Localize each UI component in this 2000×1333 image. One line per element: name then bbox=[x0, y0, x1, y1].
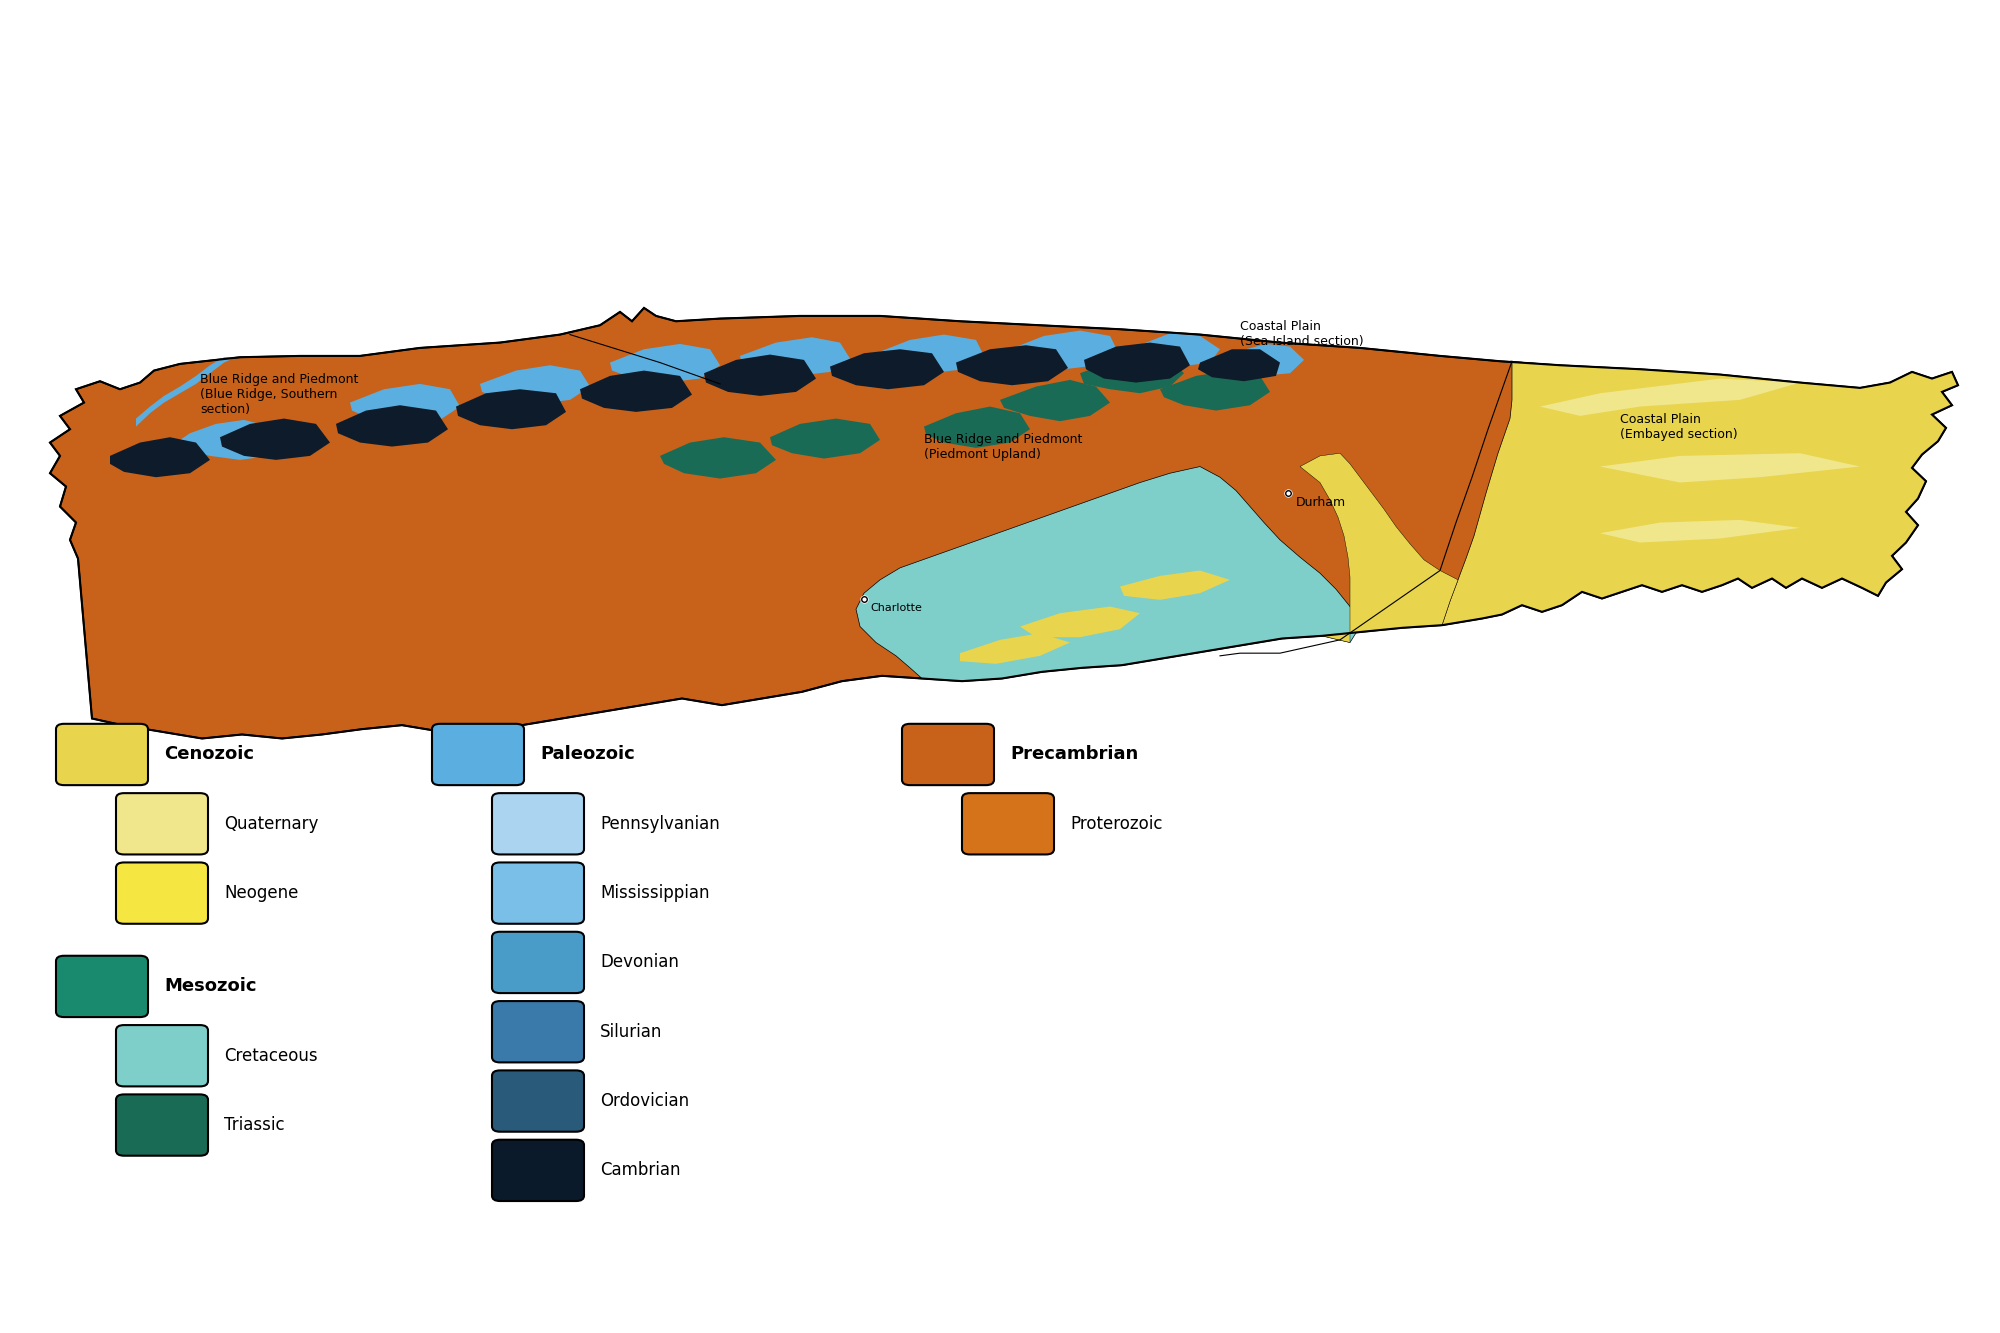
FancyBboxPatch shape bbox=[116, 862, 208, 924]
Text: Silurian: Silurian bbox=[600, 1022, 662, 1041]
Polygon shape bbox=[704, 355, 816, 396]
Polygon shape bbox=[1000, 380, 1110, 421]
Polygon shape bbox=[830, 349, 944, 389]
Polygon shape bbox=[480, 365, 590, 404]
Polygon shape bbox=[770, 419, 880, 459]
Polygon shape bbox=[1600, 453, 1860, 483]
Polygon shape bbox=[1228, 344, 1304, 376]
Polygon shape bbox=[1120, 571, 1230, 600]
Text: Cenozoic: Cenozoic bbox=[164, 745, 254, 764]
Text: Cambrian: Cambrian bbox=[600, 1161, 680, 1180]
Polygon shape bbox=[610, 344, 720, 383]
Text: Precambrian: Precambrian bbox=[1010, 745, 1138, 764]
Text: Charlotte: Charlotte bbox=[870, 603, 922, 613]
Text: Blue Ridge and Piedmont
(Blue Ridge, Southern
section): Blue Ridge and Piedmont (Blue Ridge, Sou… bbox=[200, 373, 358, 416]
Text: Paleozoic: Paleozoic bbox=[540, 745, 634, 764]
Text: Triassic: Triassic bbox=[224, 1116, 284, 1134]
FancyBboxPatch shape bbox=[492, 793, 584, 854]
Polygon shape bbox=[1600, 520, 1800, 543]
Polygon shape bbox=[1198, 349, 1280, 381]
FancyBboxPatch shape bbox=[432, 724, 524, 785]
Text: Coastal Plain
(Sea Island section): Coastal Plain (Sea Island section) bbox=[1240, 320, 1364, 348]
FancyBboxPatch shape bbox=[116, 1025, 208, 1086]
Polygon shape bbox=[660, 437, 776, 479]
Polygon shape bbox=[876, 335, 984, 373]
Polygon shape bbox=[350, 384, 460, 424]
FancyBboxPatch shape bbox=[902, 724, 994, 785]
Polygon shape bbox=[1010, 331, 1118, 369]
Polygon shape bbox=[456, 389, 566, 429]
Polygon shape bbox=[740, 337, 850, 376]
Polygon shape bbox=[136, 357, 236, 427]
Text: Devonian: Devonian bbox=[600, 953, 678, 972]
FancyBboxPatch shape bbox=[56, 724, 148, 785]
Polygon shape bbox=[956, 345, 1068, 385]
FancyBboxPatch shape bbox=[116, 1094, 208, 1156]
Polygon shape bbox=[1300, 453, 1458, 643]
Text: Quaternary: Quaternary bbox=[224, 814, 318, 833]
Polygon shape bbox=[336, 405, 448, 447]
Text: Coastal Plain
(Embayed section): Coastal Plain (Embayed section) bbox=[1620, 413, 1738, 441]
Polygon shape bbox=[50, 308, 1958, 738]
Polygon shape bbox=[580, 371, 692, 412]
FancyBboxPatch shape bbox=[962, 793, 1054, 854]
FancyBboxPatch shape bbox=[56, 956, 148, 1017]
Text: Blue Ridge and Piedmont
(Piedmont Upland): Blue Ridge and Piedmont (Piedmont Upland… bbox=[924, 433, 1082, 461]
Text: Durham: Durham bbox=[1296, 496, 1346, 509]
Text: Mississippian: Mississippian bbox=[600, 884, 710, 902]
Polygon shape bbox=[1540, 379, 1800, 416]
FancyBboxPatch shape bbox=[492, 1070, 584, 1132]
Text: Pennsylvanian: Pennsylvanian bbox=[600, 814, 720, 833]
Text: Ordovician: Ordovician bbox=[600, 1092, 690, 1110]
Text: Mesozoic: Mesozoic bbox=[164, 977, 256, 996]
Polygon shape bbox=[856, 467, 1360, 681]
Polygon shape bbox=[924, 407, 1030, 448]
Polygon shape bbox=[1080, 353, 1184, 393]
FancyBboxPatch shape bbox=[492, 1001, 584, 1062]
Polygon shape bbox=[960, 633, 1070, 664]
Polygon shape bbox=[1084, 343, 1190, 383]
Text: Neogene: Neogene bbox=[224, 884, 298, 902]
Text: Proterozoic: Proterozoic bbox=[1070, 814, 1162, 833]
FancyBboxPatch shape bbox=[492, 932, 584, 993]
Polygon shape bbox=[220, 419, 330, 460]
Text: Cretaceous: Cretaceous bbox=[224, 1046, 318, 1065]
Polygon shape bbox=[170, 420, 284, 460]
Polygon shape bbox=[110, 437, 210, 477]
FancyBboxPatch shape bbox=[116, 793, 208, 854]
FancyBboxPatch shape bbox=[492, 862, 584, 924]
Polygon shape bbox=[1442, 361, 1958, 625]
Polygon shape bbox=[1020, 607, 1140, 637]
Polygon shape bbox=[1136, 333, 1220, 367]
Polygon shape bbox=[1160, 371, 1270, 411]
FancyBboxPatch shape bbox=[492, 1140, 584, 1201]
